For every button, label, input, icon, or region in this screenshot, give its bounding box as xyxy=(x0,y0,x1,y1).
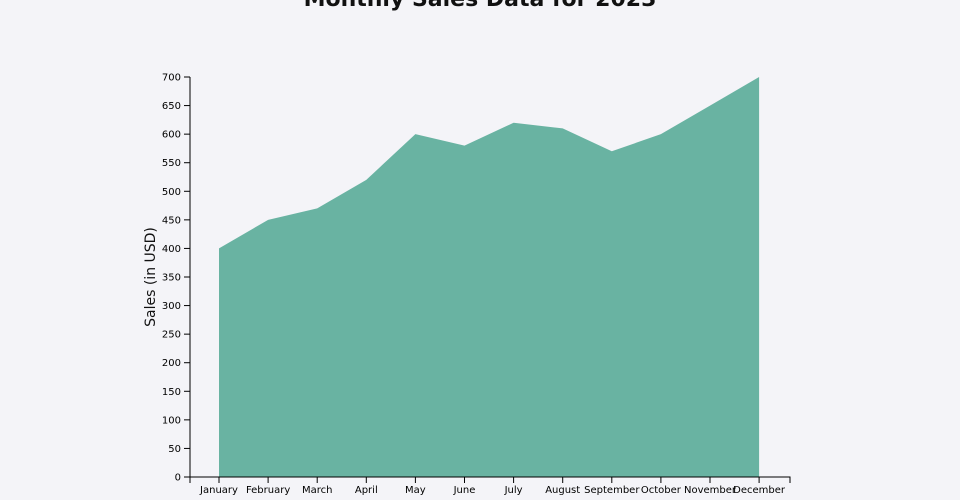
y-tick-label-0: 0 xyxy=(175,473,181,484)
x-tick-label-january: January xyxy=(199,485,238,496)
x-tick-label-march: March xyxy=(302,485,332,496)
x-tick-label-august: August xyxy=(545,485,580,496)
y-tick-label-200: 200 xyxy=(162,358,181,369)
y-tick-label-300: 300 xyxy=(162,301,181,312)
x-tick-label-september: September xyxy=(584,485,640,496)
y-axis-label: Sales (in USD) xyxy=(143,227,159,327)
y-tick-label-600: 600 xyxy=(162,130,181,141)
y-tick-label-250: 250 xyxy=(162,330,181,341)
y-tick-label-400: 400 xyxy=(162,244,181,255)
x-tick-label-june: June xyxy=(453,485,476,496)
x-tick-label-april: April xyxy=(355,485,378,496)
plot-area xyxy=(219,77,760,477)
y-tick-label-50: 50 xyxy=(168,444,181,455)
y-tick-label-100: 100 xyxy=(162,415,181,426)
y-tick-label-350: 350 xyxy=(162,273,181,284)
x-axis: January February March April May June July Augu… xyxy=(189,476,791,496)
y-tick-label-550: 550 xyxy=(162,158,181,169)
y-tick-label-700: 700 xyxy=(162,73,181,84)
y-axis: 0 50 100 150 200 250 300 350 400 450 500 550 600 650 7… xyxy=(162,73,191,484)
x-tick-label-december: December xyxy=(733,485,786,496)
y-tick-label-650: 650 xyxy=(162,101,181,112)
y-tick-label-150: 150 xyxy=(162,387,181,398)
x-tick-label-may: May xyxy=(405,485,426,496)
x-tick-label-october: October xyxy=(641,485,682,496)
x-tick-label-july: July xyxy=(504,485,523,496)
chart-title: Monthly Sales Data for 2023 xyxy=(0,0,960,12)
x-tick-label-november: November xyxy=(684,485,737,496)
y-tick-label-500: 500 xyxy=(162,187,181,198)
y-tick-label-450: 450 xyxy=(162,215,181,226)
area-series xyxy=(219,77,760,477)
x-tick-label-february: February xyxy=(246,485,290,496)
x-axis-line xyxy=(189,476,791,483)
